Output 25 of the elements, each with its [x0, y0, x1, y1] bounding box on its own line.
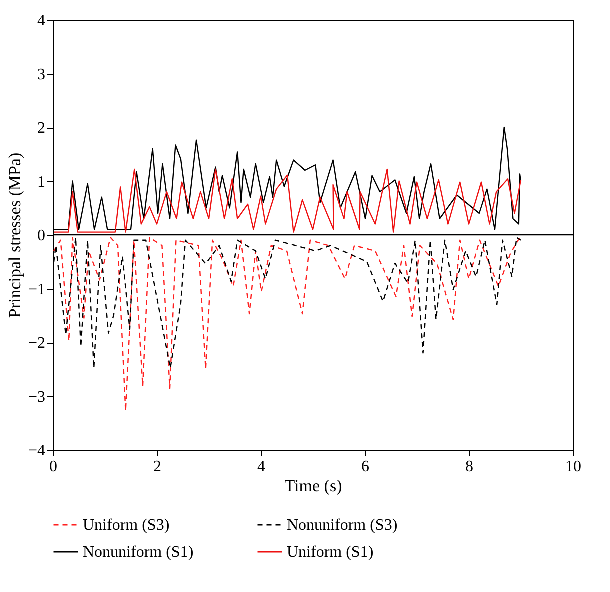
legend-label: Uniform (S1) — [287, 544, 374, 561]
y-tick-label: 4 — [38, 12, 46, 30]
y-tick-label: 0 — [38, 228, 46, 244]
line-series — [53, 126, 522, 230]
x-axis-title: Time (s) — [284, 476, 342, 496]
x-tick-label: 8 — [466, 458, 474, 476]
x-tick-label: 6 — [362, 458, 370, 476]
legend-label: Nonuniform (S1) — [83, 544, 194, 561]
y-tick-label: −2 — [28, 335, 46, 352]
y-tick-label: −4 — [28, 442, 46, 460]
y-axis-title: Principal stresses (MPa) — [5, 152, 24, 318]
y-tick-label: 2 — [38, 120, 46, 137]
line-series — [53, 168, 522, 233]
line-series — [53, 237, 521, 412]
line-series — [53, 237, 522, 369]
x-tick-label: 2 — [154, 458, 162, 476]
y-tick-label: −3 — [28, 388, 46, 406]
x-tick-label: 0 — [50, 458, 58, 476]
y-tick-label: 1 — [38, 174, 46, 191]
legend-label: Nonuniform (S3) — [287, 517, 398, 534]
x-tick-label: 4 — [258, 458, 266, 476]
x-tick-label: 10 — [566, 458, 582, 476]
legend-label: Uniform (S3) — [83, 517, 170, 534]
y-tick-label: 3 — [38, 66, 46, 84]
y-tick-label: −1 — [28, 281, 46, 298]
